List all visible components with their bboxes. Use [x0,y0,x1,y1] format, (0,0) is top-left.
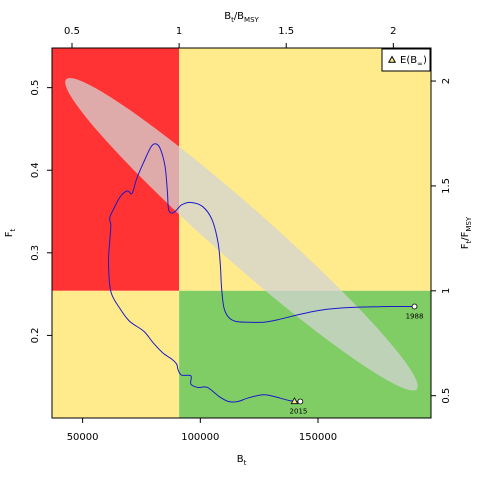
end-point [297,398,304,405]
top-tick-label: 0.5 [64,26,80,37]
legend-triangle-icon [387,55,397,63]
start-year-label: 1988 [406,313,424,321]
top-axis-label: Bt/BMSY [224,11,259,24]
ellipse-shape [65,78,418,391]
legend: E(B∞) [381,48,431,72]
right-tick-label: 2 [441,78,452,84]
x-tick-label: 150000 [299,432,337,443]
trajectory-points: 1988 2015 [290,303,424,415]
y-tick-label: 0.2 [30,327,41,343]
y-tick-label: 0.3 [30,245,41,261]
x-axis-label: Bt [237,454,247,467]
y-axis-label: Ft [4,228,17,237]
quadrant-overfished [52,290,180,418]
axes: 50000 100000 150000 0.2 0.3 0.4 0.5 0.5 1 1.5 2 0.5… [30,26,452,443]
x-tick-label: 100000 [181,432,219,443]
y-tick-label: 0.4 [30,162,41,178]
right-axis-label: Ft/FMSY [460,216,473,249]
end-year-label: 2015 [290,407,308,415]
y-tick-label: 0.5 [30,80,41,96]
top-tick-label: 2 [390,26,396,37]
start-point [411,303,418,310]
expected-equilibrium-triangle [290,397,299,405]
plot-frame [51,47,432,419]
trajectory [107,143,415,403]
top-tick-label: 1.5 [278,26,294,37]
legend-box [381,48,431,72]
quadrant-overfishing [179,48,431,291]
right-tick-label: 0.5 [441,388,452,404]
trajectory-line [107,143,415,403]
right-tick-label: 1.5 [441,178,452,194]
right-tick-label: 1 [441,288,452,294]
top-tick-label: 1 [176,26,182,37]
x-tick-label: 50000 [67,432,99,443]
legend-label: E(B∞) [400,55,427,68]
uncertainty-ellipse [65,78,418,391]
